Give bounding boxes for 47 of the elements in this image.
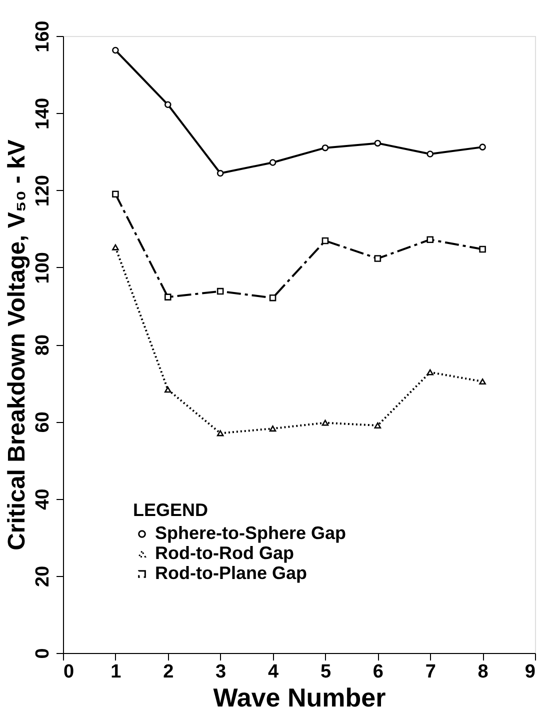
point bbox=[216, 430, 224, 436]
point bbox=[426, 236, 434, 243]
x-tick-label: 2 bbox=[163, 662, 174, 682]
point bbox=[164, 386, 172, 393]
point bbox=[374, 140, 382, 147]
legend-label: Sphere-to-Sphere Gap bbox=[155, 523, 346, 543]
point bbox=[426, 369, 434, 376]
point bbox=[322, 237, 329, 244]
x-tick-label: 1 bbox=[110, 662, 122, 682]
y-tick-label: 0 bbox=[32, 648, 54, 659]
y-tick-label: 80 bbox=[32, 334, 54, 356]
point bbox=[164, 101, 172, 108]
y-tick-label: 140 bbox=[32, 98, 54, 130]
y-axis-title: Critical Breakdown Voltage, V₅₀ - kV bbox=[4, 140, 30, 550]
y-tick-label: 100 bbox=[32, 252, 54, 284]
legend-title: LEGEND bbox=[133, 500, 208, 520]
legend-label: Rod-to-Rod Gap bbox=[155, 543, 294, 563]
point bbox=[112, 46, 119, 54]
point bbox=[112, 190, 119, 198]
y-tick-label: 60 bbox=[32, 412, 54, 433]
x-tick-label: 8 bbox=[478, 662, 488, 682]
point bbox=[322, 420, 329, 426]
x-tick-label: 9 bbox=[524, 662, 536, 682]
point bbox=[269, 159, 276, 166]
point bbox=[164, 294, 172, 300]
y-tick-label: 20 bbox=[32, 566, 54, 587]
x-tick-label: 5 bbox=[320, 662, 332, 682]
point bbox=[269, 294, 276, 302]
x-axis-title: Wave Number bbox=[213, 682, 386, 712]
point bbox=[216, 288, 224, 295]
x-tick-label: 6 bbox=[372, 662, 384, 682]
x-tick-label: 7 bbox=[425, 662, 436, 682]
legend-label: Rod-to-Plane Gap bbox=[155, 563, 308, 583]
point bbox=[216, 170, 224, 177]
point bbox=[479, 246, 486, 253]
y-tick-label: 40 bbox=[32, 488, 54, 510]
point bbox=[269, 426, 276, 432]
x-tick-label: 4 bbox=[268, 662, 279, 682]
y-tick-label: 160 bbox=[32, 20, 54, 52]
point bbox=[112, 244, 119, 250]
point bbox=[426, 150, 434, 158]
point bbox=[322, 144, 329, 152]
x-tick-label: 0 bbox=[64, 662, 74, 682]
y-tick-label: 120 bbox=[32, 174, 54, 207]
point bbox=[479, 144, 486, 150]
x-tick-label: 3 bbox=[216, 662, 226, 682]
point bbox=[374, 255, 382, 262]
